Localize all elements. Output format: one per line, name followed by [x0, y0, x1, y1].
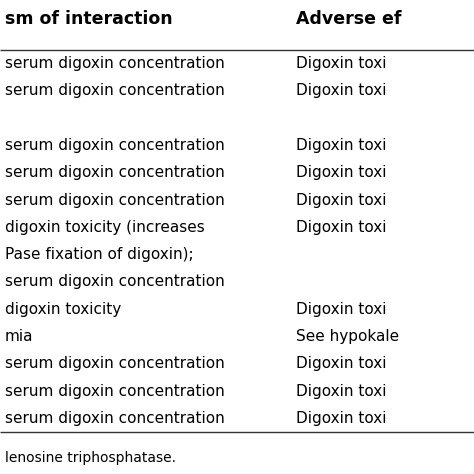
Text: Digoxin toxi: Digoxin toxi	[296, 138, 386, 153]
Text: Digoxin toxi: Digoxin toxi	[296, 220, 386, 235]
Text: serum digoxin concentration: serum digoxin concentration	[5, 383, 225, 399]
Text: Adverse ef: Adverse ef	[296, 10, 401, 28]
Text: serum digoxin concentration: serum digoxin concentration	[5, 192, 225, 208]
Text: serum digoxin concentration: serum digoxin concentration	[5, 411, 225, 426]
Text: Digoxin toxi: Digoxin toxi	[296, 165, 386, 180]
Text: sm of interaction: sm of interaction	[5, 10, 173, 28]
Text: See hypokale: See hypokale	[296, 329, 399, 344]
Text: serum digoxin concentration: serum digoxin concentration	[5, 138, 225, 153]
Text: digoxin toxicity: digoxin toxicity	[5, 302, 121, 317]
Text: Digoxin toxi: Digoxin toxi	[296, 383, 386, 399]
Text: serum digoxin concentration: serum digoxin concentration	[5, 356, 225, 371]
Text: serum digoxin concentration: serum digoxin concentration	[5, 56, 225, 71]
Text: Digoxin toxi: Digoxin toxi	[296, 192, 386, 208]
Text: serum digoxin concentration: serum digoxin concentration	[5, 274, 225, 290]
Text: Digoxin toxi: Digoxin toxi	[296, 356, 386, 371]
Text: digoxin toxicity (increases: digoxin toxicity (increases	[5, 220, 205, 235]
Text: Digoxin toxi: Digoxin toxi	[296, 83, 386, 99]
Text: Pase fixation of digoxin);: Pase fixation of digoxin);	[5, 247, 193, 262]
Text: Digoxin toxi: Digoxin toxi	[296, 302, 386, 317]
Text: serum digoxin concentration: serum digoxin concentration	[5, 83, 225, 99]
Text: Digoxin toxi: Digoxin toxi	[296, 56, 386, 71]
Text: serum digoxin concentration: serum digoxin concentration	[5, 165, 225, 180]
Text: lenosine triphosphatase.: lenosine triphosphatase.	[5, 451, 176, 465]
Text: Digoxin toxi: Digoxin toxi	[296, 411, 386, 426]
Text: mia: mia	[5, 329, 34, 344]
